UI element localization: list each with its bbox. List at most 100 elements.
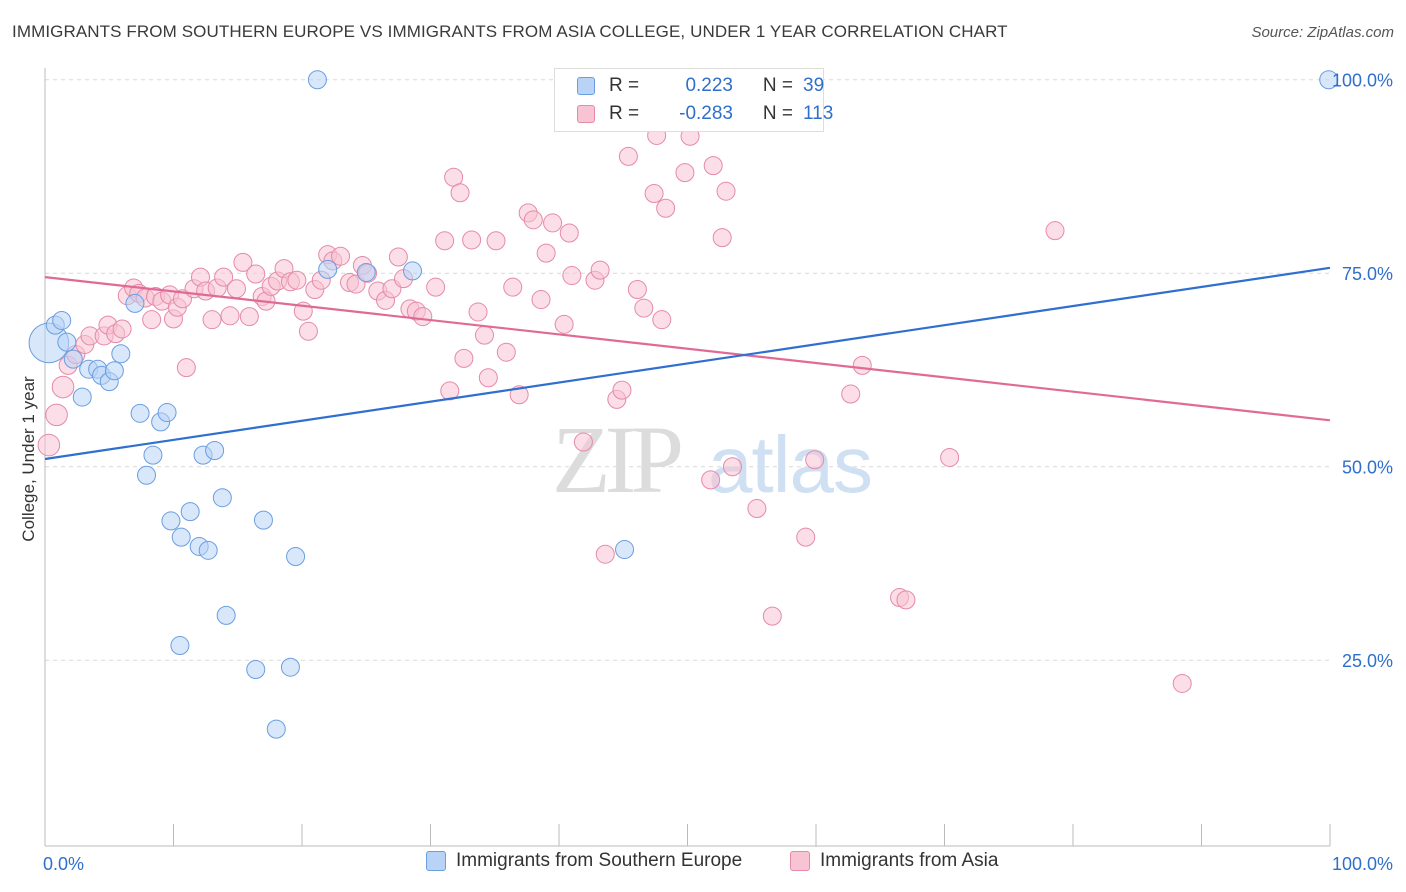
data-point — [722, 457, 742, 477]
data-point — [896, 590, 916, 610]
data-point — [618, 146, 638, 166]
y-tick-label: 50.0% — [1342, 458, 1393, 478]
data-point — [656, 198, 676, 218]
data-point — [573, 432, 593, 452]
data-point — [496, 342, 516, 362]
data-point — [287, 270, 307, 290]
data-point — [63, 349, 83, 369]
data-point — [562, 266, 582, 286]
data-point — [413, 307, 433, 327]
data-point — [841, 384, 861, 404]
data-point — [712, 228, 732, 248]
legend-row-southern-europe: R = 0.223 N = 39 — [577, 73, 824, 99]
data-point — [503, 277, 523, 297]
data-point — [590, 260, 610, 280]
data-point — [142, 310, 162, 330]
data-point — [703, 156, 723, 176]
data-point — [125, 293, 145, 313]
data-point — [318, 259, 338, 279]
bottom-legend-southern-europe: Immigrants from Southern Europe — [426, 850, 742, 872]
data-point — [644, 184, 664, 204]
data-point — [701, 470, 721, 490]
data-point — [796, 527, 816, 547]
data-point — [403, 261, 423, 281]
data-point — [615, 540, 635, 560]
legend-r-label: R = — [609, 75, 640, 96]
data-point — [37, 433, 61, 457]
data-point — [307, 70, 327, 90]
data-point — [239, 307, 259, 327]
data-point — [627, 279, 647, 299]
data-point — [112, 319, 132, 339]
data-point — [486, 231, 506, 251]
data-point — [1172, 673, 1192, 693]
data-point — [426, 277, 446, 297]
data-point — [226, 279, 246, 299]
legend-n-label: N = — [762, 75, 793, 96]
data-point — [940, 447, 960, 467]
data-point — [111, 344, 131, 364]
legend-r-value: -0.283 — [679, 103, 733, 124]
chart-title: IMMIGRANTS FROM SOUTHERN EUROPE VS IMMIG… — [12, 22, 1008, 41]
data-point — [286, 547, 306, 567]
data-point — [143, 445, 163, 465]
data-point — [51, 375, 75, 399]
data-point — [595, 544, 615, 564]
data-point — [805, 450, 825, 470]
trend-line-southern-europe — [44, 266, 1331, 461]
data-point — [1319, 70, 1339, 90]
data-point — [233, 252, 253, 272]
legend-swatch-blue — [577, 77, 595, 95]
data-point — [157, 403, 177, 423]
data-point — [246, 660, 266, 680]
data-point — [468, 302, 488, 322]
legend-row-asia: R = -0.283 N = 113 — [577, 101, 833, 127]
data-point — [536, 243, 556, 263]
bottom-legend-asia: Immigrants from Asia — [790, 850, 998, 872]
y-tick-label: 100.0% — [1332, 71, 1393, 91]
x-tick-label: 0.0% — [43, 854, 84, 874]
data-point — [298, 321, 318, 341]
x-tick-label: 100.0% — [1332, 854, 1393, 874]
data-point — [212, 488, 232, 508]
data-point — [57, 332, 77, 352]
data-point — [205, 440, 225, 460]
data-point — [72, 387, 92, 407]
data-point — [198, 540, 218, 560]
watermark: ZIP atlas — [552, 406, 873, 513]
data-point — [716, 181, 736, 201]
legend-swatch-pink — [577, 105, 595, 123]
data-point — [280, 657, 300, 677]
legend-n-label: N = — [762, 103, 793, 124]
y-tick-label: 75.0% — [1342, 264, 1393, 284]
data-point — [478, 368, 498, 388]
data-point — [104, 361, 124, 381]
watermark-zip: ZIP — [552, 406, 681, 513]
data-point — [214, 267, 234, 287]
data-point — [675, 163, 695, 183]
data-point — [852, 355, 872, 375]
y-axis-label: College, Under 1 year — [19, 376, 38, 542]
data-point — [137, 465, 157, 485]
axis-labels: 25.0% 50.0% 75.0% 100.0% 0.0% 100.0% College, … — [19, 71, 1393, 874]
bottom-legend-label: Immigrants from Asia — [820, 850, 999, 871]
data-point — [543, 213, 563, 233]
southern-europe-points — [28, 70, 1339, 739]
trend-lines — [44, 266, 1331, 461]
y-tick-label: 25.0% — [1342, 651, 1393, 671]
legend-r-label: R = — [609, 103, 640, 124]
data-point — [474, 325, 494, 345]
data-point — [435, 231, 455, 251]
data-point — [612, 380, 632, 400]
source-label: Source: ZipAtlas.com — [1251, 24, 1394, 41]
data-point — [202, 310, 222, 330]
data-point — [331, 246, 351, 266]
data-point — [762, 606, 782, 626]
bottom-legend-swatch-blue — [426, 851, 446, 871]
data-point — [45, 403, 68, 427]
legend-r-value: 0.223 — [685, 75, 733, 96]
data-point — [652, 310, 672, 330]
data-point — [531, 290, 551, 310]
data-point — [176, 358, 196, 378]
